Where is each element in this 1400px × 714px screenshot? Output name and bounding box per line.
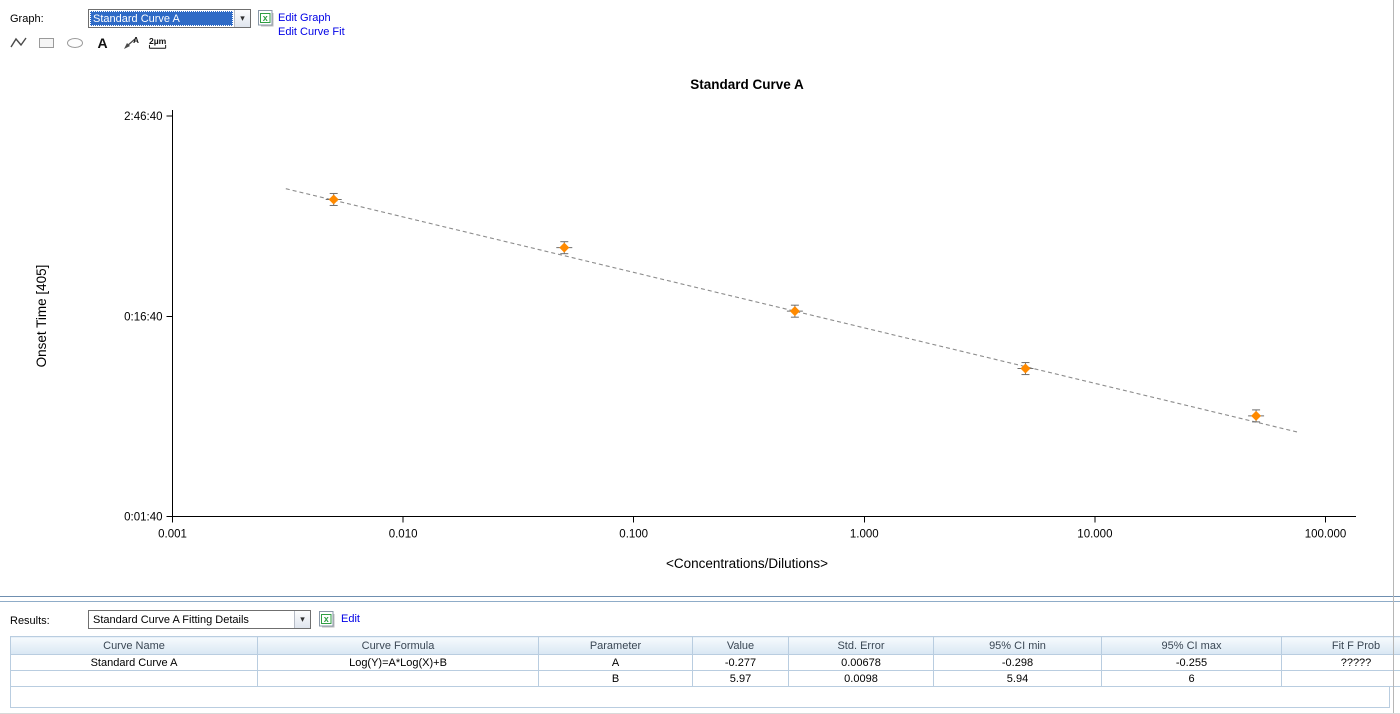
text-tool-button[interactable]: A [92, 34, 113, 52]
svg-text:0:16:40: 0:16:40 [124, 311, 162, 323]
table-cell [1282, 671, 1400, 687]
edit-graph-link[interactable]: Edit Graph [278, 12, 331, 24]
ellipse-icon [66, 36, 84, 50]
polyline-tool-button[interactable] [8, 34, 29, 52]
edit-results-link[interactable]: Edit [341, 613, 360, 625]
column-header: 95% CI min [934, 637, 1102, 655]
column-header: Parameter [539, 637, 693, 655]
panel-right-border [1393, 0, 1394, 713]
svg-text:0.001: 0.001 [158, 529, 187, 541]
column-header: Fit F Prob [1282, 637, 1400, 655]
results-selector[interactable]: Standard Curve A Fitting Details ▾ [88, 610, 311, 629]
column-header: Value [693, 637, 789, 655]
svg-text:<Concentrations/Dilutions>: <Concentrations/Dilutions> [666, 556, 828, 571]
svg-text:0:01:40: 0:01:40 [124, 512, 162, 524]
table-cell: 0.00678 [789, 655, 934, 671]
table-cell [258, 671, 539, 687]
annotation-toolbar: A A 2µm [8, 34, 169, 52]
column-header: Curve Formula [258, 637, 539, 655]
edit-curve-fit-link[interactable]: Edit Curve Fit [278, 26, 345, 38]
results-selector-value[interactable]: Standard Curve A Fitting Details [90, 612, 293, 627]
spreadsheet-icon: x [257, 9, 275, 27]
dropdown-arrow-icon[interactable]: ▾ [234, 10, 250, 27]
column-header: 95% CI max [1102, 637, 1282, 655]
svg-text:1.000: 1.000 [850, 529, 879, 541]
table-cell [11, 671, 258, 687]
graph-selector[interactable]: Standard Curve A ▾ [88, 9, 251, 28]
svg-text:2:46:40: 2:46:40 [124, 111, 162, 123]
table-cell: -0.298 [934, 655, 1102, 671]
svg-text:Standard Curve A: Standard Curve A [690, 77, 804, 92]
table-cell: ????? [1282, 655, 1400, 671]
results-label: Results: [10, 615, 50, 627]
table-cell: 0.0098 [789, 671, 934, 687]
graph-label: Graph: [10, 13, 44, 25]
table-cell: 5.97 [693, 671, 789, 687]
scale-bar-tool-button[interactable]: 2µm [148, 34, 169, 52]
excel-export-icon[interactable]: x [318, 610, 336, 628]
table-cell: 6 [1102, 671, 1282, 687]
scale-bar-icon: 2µm [148, 35, 169, 51]
graph-selector-value[interactable]: Standard Curve A [90, 11, 233, 26]
svg-text:0.100: 0.100 [619, 529, 648, 541]
svg-text:2µm: 2µm [149, 36, 167, 46]
rectangle-tool-button[interactable] [36, 34, 57, 52]
table-cell: 5.94 [934, 671, 1102, 687]
standard-curve-chart: Standard Curve A <Concentrations/Dilution… [0, 0, 1400, 592]
rectangle-icon [38, 36, 55, 50]
polyline-icon [10, 36, 28, 50]
table-cell: A [539, 655, 693, 671]
svg-text:10.000: 10.000 [1077, 529, 1112, 541]
panel-splitter[interactable] [0, 596, 1400, 602]
table-cell: B [539, 671, 693, 687]
text-icon: A [95, 35, 110, 51]
table-cell: -0.277 [693, 655, 789, 671]
svg-text:A: A [133, 36, 139, 45]
svg-text:100.000: 100.000 [1305, 529, 1347, 541]
svg-text:x: x [324, 614, 329, 624]
svg-text:A: A [97, 35, 107, 51]
svg-text:Onset Time [405]: Onset Time [405] [34, 265, 49, 368]
table-cell: Log(Y)=A*Log(X)+B [258, 655, 539, 671]
column-header: Curve Name [11, 637, 258, 655]
arrow-label-icon: A [122, 35, 140, 51]
ellipse-tool-button[interactable] [64, 34, 85, 52]
table-cell: Standard Curve A [11, 655, 258, 671]
svg-text:0.010: 0.010 [389, 529, 418, 541]
column-header: Std. Error [789, 637, 934, 655]
svg-text:x: x [263, 13, 268, 23]
arrow-label-tool-button[interactable]: A [120, 34, 141, 52]
dropdown-arrow-icon[interactable]: ▾ [294, 611, 310, 628]
table-cell: -0.255 [1102, 655, 1282, 671]
spreadsheet-icon: x [318, 610, 336, 628]
excel-export-icon[interactable]: x [257, 9, 275, 27]
